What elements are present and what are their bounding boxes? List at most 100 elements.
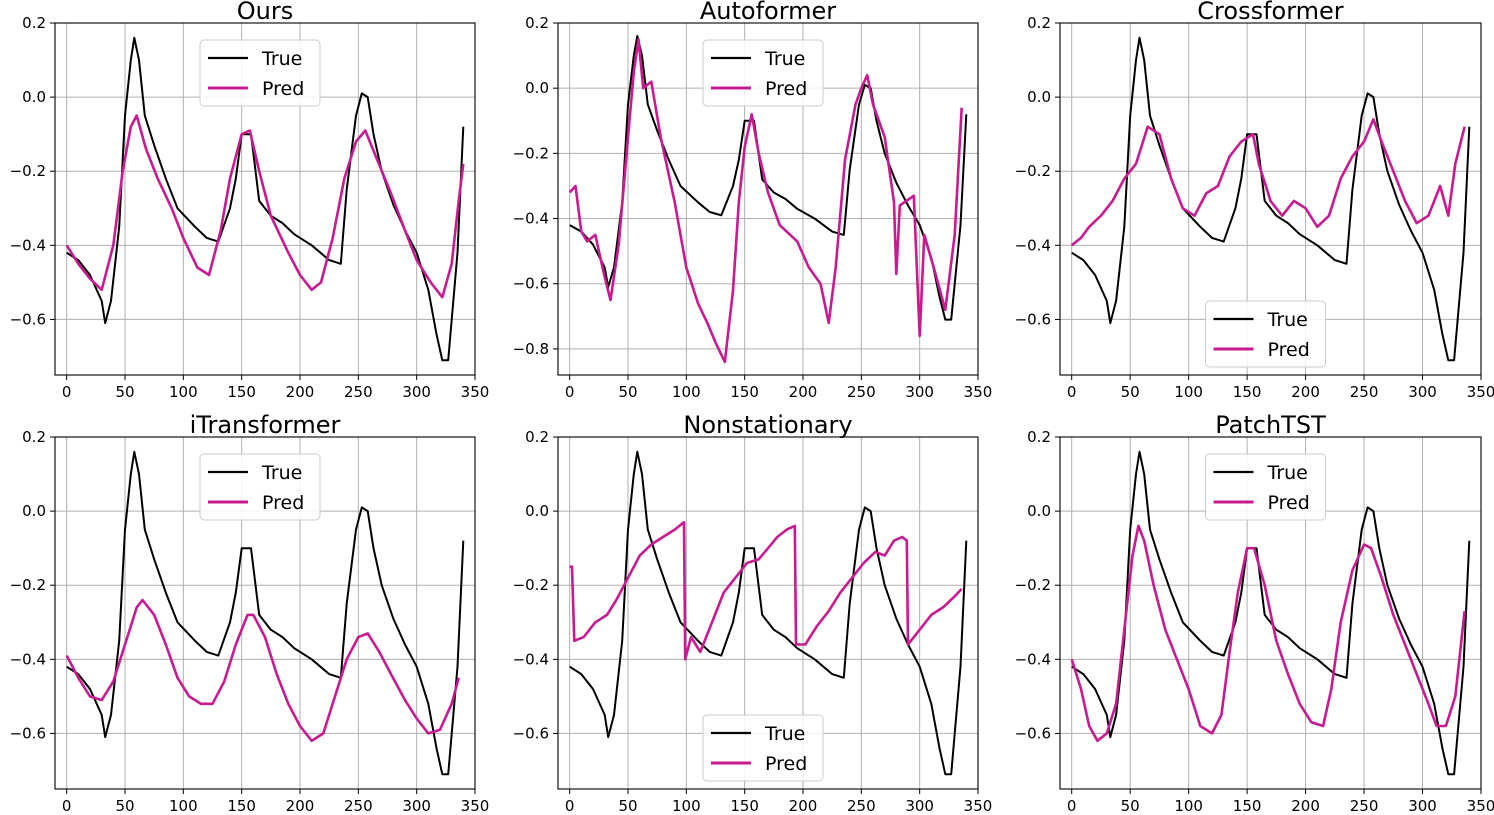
x-tick-label: 100 <box>169 383 198 401</box>
x-tick-label: 50 <box>1121 797 1140 815</box>
chart-panel-6: 0 50 100 150 200 250 300 350 −0.6 −0.4 −0.2 0.0 0.2 P… <box>1015 411 1494 815</box>
x-tick-label: 200 <box>1291 797 1320 815</box>
x-tick-label: 250 <box>847 383 876 401</box>
x-tick-label: 250 <box>1350 383 1379 401</box>
y-tick-label: 0.2 <box>22 428 46 446</box>
x-tick-label: 350 <box>461 797 490 815</box>
x-tick-label: 150 <box>730 383 759 401</box>
x-tick-label: 100 <box>672 797 701 815</box>
legend-label-true: True <box>261 462 302 484</box>
x-tick-label: 150 <box>730 797 759 815</box>
x-tick-label: 350 <box>1467 797 1494 815</box>
x-tick-label: 350 <box>1467 383 1494 401</box>
chart-title: PatchTST <box>1215 411 1326 439</box>
series-line-pred <box>569 520 963 661</box>
x-tick-label: 200 <box>789 797 818 815</box>
legend-label-true: True <box>764 723 805 745</box>
legend-label-true: True <box>764 48 805 70</box>
x-tick-label: 100 <box>169 797 198 815</box>
legend-label-pred: Pred <box>765 753 807 775</box>
series-line-pred <box>65 114 465 299</box>
series-line-true <box>1071 450 1471 776</box>
y-tick-label: 0.0 <box>1027 502 1051 520</box>
y-tick-label: 0.2 <box>1027 14 1051 32</box>
series-line-true <box>66 450 465 776</box>
y-tick-label: −0.2 <box>1015 576 1051 594</box>
chart-title: Crossformer <box>1197 0 1344 25</box>
y-tick-label: −0.2 <box>513 144 549 162</box>
x-tick-label: 250 <box>344 797 373 815</box>
x-tick-label: 300 <box>1408 797 1437 815</box>
series-line-pred <box>65 598 460 743</box>
x-tick-label: 100 <box>1174 383 1203 401</box>
y-tick-label: −0.4 <box>1015 236 1051 254</box>
x-tick-label: 100 <box>1174 797 1203 815</box>
legend: True Pred <box>1205 453 1326 521</box>
x-tick-label: 350 <box>964 797 993 815</box>
x-tick-label: 350 <box>461 383 490 401</box>
chart-title: iTransformer <box>190 411 341 439</box>
axes-frame <box>54 436 476 790</box>
legend-label-pred: Pred <box>262 492 304 514</box>
chart-title: Autoformer <box>700 0 836 25</box>
x-tick-label: 150 <box>227 797 256 815</box>
axes-frame <box>557 22 979 376</box>
x-tick-label: 300 <box>1408 383 1437 401</box>
legend-label-pred: Pred <box>1268 339 1310 361</box>
series-line-pred <box>1070 524 1466 743</box>
chart-title: Nonstationary <box>683 411 852 439</box>
x-tick-label: 200 <box>286 797 315 815</box>
axes-frame <box>1059 22 1482 376</box>
series-line-true <box>569 450 968 776</box>
y-tick-label: −0.6 <box>10 310 46 328</box>
chart-panel-2: 0 50 100 150 200 250 300 350 −0.8 −0.6 −0.4 −0.2 0.0… <box>513 0 993 401</box>
x-tick-label: 250 <box>847 797 876 815</box>
legend-label-true: True <box>1267 462 1308 484</box>
chart-panel-3: 0 50 100 150 200 250 300 350 −0.6 −0.4 −0.2 0.0 0.2 C… <box>1015 0 1494 401</box>
legend-label-pred: Pred <box>1268 492 1310 514</box>
x-tick-label: 350 <box>964 383 993 401</box>
x-tick-label: 250 <box>344 383 373 401</box>
x-tick-label: 300 <box>905 383 934 401</box>
chart-panel-5: 0 50 100 150 200 250 300 350 −0.6 −0.4 −0.2 0.0 0.2 N… <box>513 411 993 815</box>
y-tick-label: 0.2 <box>525 428 549 446</box>
y-tick-label: −0.6 <box>1015 724 1051 742</box>
legend: True Pred <box>1205 300 1326 368</box>
x-tick-label: 0 <box>62 797 72 815</box>
axes-frame <box>557 436 979 790</box>
x-tick-label: 50 <box>115 797 134 815</box>
x-tick-label: 150 <box>1233 383 1262 401</box>
x-tick-label: 250 <box>1350 797 1379 815</box>
y-tick-label: −0.6 <box>513 724 549 742</box>
x-tick-label: 50 <box>115 383 134 401</box>
y-tick-label: 0.0 <box>525 502 549 520</box>
axes-frame <box>54 22 476 376</box>
y-tick-label: 0.0 <box>1027 88 1051 106</box>
y-tick-label: 0.2 <box>1027 428 1051 446</box>
x-tick-label: 0 <box>1067 383 1077 401</box>
chart-title: Ours <box>237 0 293 25</box>
x-tick-label: 300 <box>905 797 934 815</box>
x-tick-label: 50 <box>1121 383 1140 401</box>
legend-label-pred: Pred <box>765 78 807 100</box>
series-line-pred <box>1070 118 1466 247</box>
x-tick-label: 100 <box>672 383 701 401</box>
y-tick-label: 0.0 <box>22 502 46 520</box>
axes-frame <box>1059 436 1482 790</box>
y-tick-label: −0.8 <box>513 340 549 358</box>
y-tick-label: −0.4 <box>513 650 549 668</box>
legend: True Pred <box>702 714 824 782</box>
y-tick-label: −0.2 <box>10 162 46 180</box>
y-tick-label: 0.0 <box>22 88 46 106</box>
x-tick-label: 200 <box>1291 383 1320 401</box>
y-tick-label: −0.4 <box>1015 650 1051 668</box>
x-tick-label: 0 <box>565 383 575 401</box>
series-line-pred <box>568 38 963 364</box>
chart-panel-1: 0 50 100 150 200 250 300 350 −0.6 −0.4 −0.2 0.0 0.2 O… <box>10 0 490 401</box>
x-tick-label: 150 <box>227 383 256 401</box>
x-tick-label: 300 <box>402 797 431 815</box>
x-tick-label: 0 <box>62 383 72 401</box>
y-tick-label: −0.6 <box>1015 310 1051 328</box>
x-tick-label: 200 <box>789 383 818 401</box>
y-tick-label: 0.2 <box>22 14 46 32</box>
